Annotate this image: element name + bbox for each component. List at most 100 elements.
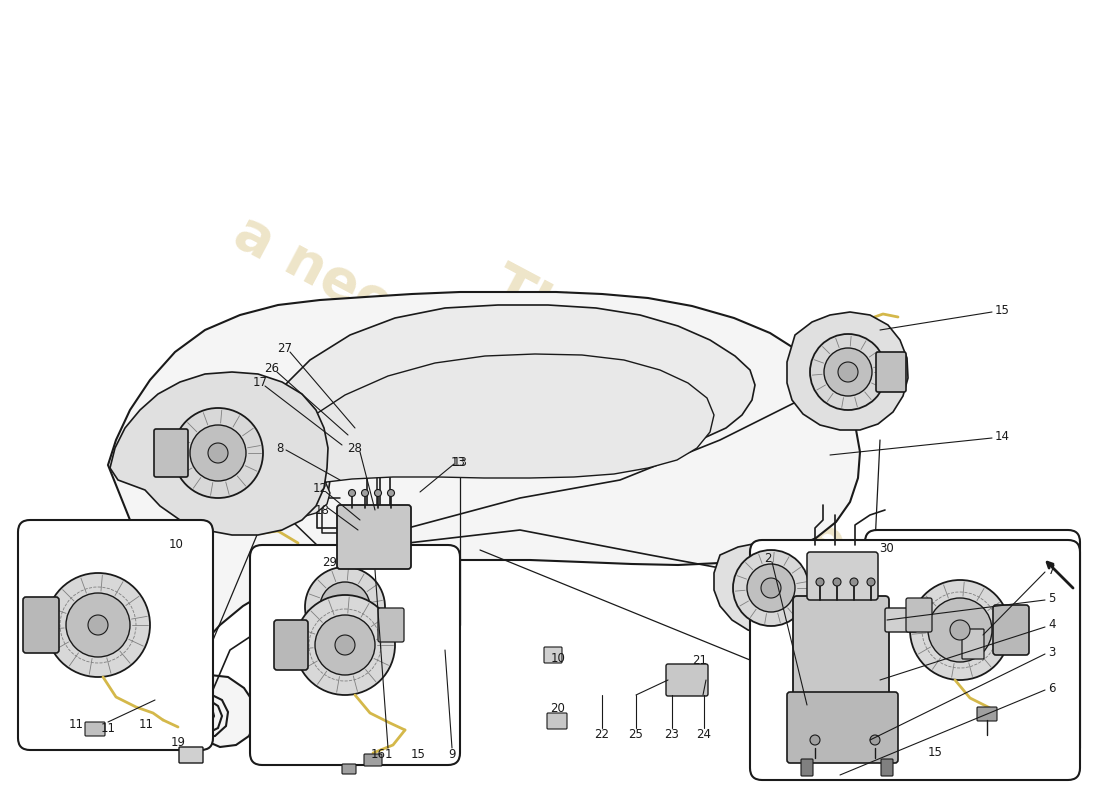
Text: 2: 2 (764, 551, 772, 565)
Circle shape (190, 425, 246, 481)
Circle shape (208, 443, 228, 463)
Circle shape (336, 635, 355, 655)
Text: 16: 16 (371, 749, 385, 762)
Text: 26: 26 (264, 362, 279, 374)
Text: 23: 23 (664, 727, 680, 741)
FancyBboxPatch shape (977, 707, 997, 721)
FancyBboxPatch shape (993, 605, 1028, 655)
Circle shape (305, 567, 385, 647)
Circle shape (295, 595, 395, 695)
Text: 20: 20 (551, 702, 565, 714)
Polygon shape (108, 292, 860, 747)
Text: 27: 27 (277, 342, 293, 354)
Text: 28: 28 (348, 442, 362, 454)
FancyBboxPatch shape (342, 764, 356, 774)
Circle shape (950, 620, 970, 640)
Text: 13: 13 (451, 455, 465, 469)
FancyBboxPatch shape (801, 759, 813, 776)
Circle shape (374, 490, 382, 497)
FancyBboxPatch shape (962, 629, 984, 659)
Circle shape (66, 593, 130, 657)
Text: 5: 5 (1048, 591, 1055, 605)
FancyBboxPatch shape (250, 545, 460, 765)
Circle shape (315, 615, 375, 675)
Circle shape (46, 573, 150, 677)
Text: 1: 1 (384, 747, 392, 761)
Circle shape (870, 735, 880, 745)
Circle shape (810, 334, 886, 410)
Circle shape (928, 598, 992, 662)
Circle shape (336, 597, 355, 617)
Text: 19: 19 (170, 735, 186, 749)
FancyBboxPatch shape (547, 713, 567, 729)
Circle shape (88, 615, 108, 635)
Text: 18: 18 (315, 503, 329, 517)
Text: 15: 15 (996, 303, 1010, 317)
Text: 3: 3 (1048, 646, 1055, 658)
Circle shape (173, 408, 263, 498)
FancyBboxPatch shape (544, 647, 562, 663)
Text: 4: 4 (1048, 618, 1056, 631)
FancyBboxPatch shape (179, 747, 204, 763)
Circle shape (320, 582, 370, 632)
Text: 15: 15 (410, 749, 426, 762)
FancyBboxPatch shape (881, 759, 893, 776)
Text: 22: 22 (594, 727, 609, 741)
Circle shape (824, 348, 872, 396)
Polygon shape (220, 305, 755, 527)
Text: 21: 21 (693, 654, 707, 666)
Text: 9: 9 (449, 747, 455, 761)
Circle shape (810, 735, 820, 745)
FancyBboxPatch shape (886, 608, 917, 632)
FancyBboxPatch shape (793, 596, 889, 699)
Text: 29: 29 (322, 557, 338, 570)
Circle shape (838, 362, 858, 382)
FancyBboxPatch shape (807, 552, 878, 600)
Polygon shape (786, 312, 908, 430)
FancyBboxPatch shape (378, 608, 404, 642)
Circle shape (816, 578, 824, 586)
Text: 24: 24 (696, 727, 712, 741)
FancyBboxPatch shape (666, 664, 708, 696)
Text: 17: 17 (253, 375, 267, 389)
Text: TUTTI
a need for parts since
2005: TUTTI a need for parts since 2005 (189, 139, 890, 641)
FancyBboxPatch shape (23, 597, 59, 653)
Circle shape (833, 578, 842, 586)
Circle shape (362, 490, 369, 497)
Text: 11: 11 (139, 718, 154, 731)
FancyBboxPatch shape (906, 598, 932, 632)
Text: 14: 14 (996, 430, 1010, 442)
Polygon shape (278, 354, 714, 517)
Circle shape (867, 578, 875, 586)
Text: 15: 15 (927, 746, 943, 758)
Text: 7: 7 (1048, 563, 1056, 577)
FancyBboxPatch shape (337, 505, 411, 569)
Polygon shape (714, 543, 830, 635)
FancyBboxPatch shape (865, 530, 1080, 760)
FancyBboxPatch shape (876, 352, 906, 392)
Text: 12: 12 (312, 482, 328, 494)
Circle shape (910, 580, 1010, 680)
Text: 30: 30 (880, 542, 894, 554)
FancyBboxPatch shape (750, 540, 1080, 780)
Text: 25: 25 (628, 727, 643, 741)
Text: 6: 6 (1048, 682, 1056, 694)
Text: 10: 10 (168, 538, 184, 551)
Text: 8: 8 (276, 442, 284, 454)
FancyBboxPatch shape (154, 429, 188, 477)
FancyBboxPatch shape (808, 556, 833, 595)
Circle shape (761, 578, 781, 598)
Circle shape (850, 578, 858, 586)
Text: 10: 10 (551, 651, 565, 665)
Text: 11: 11 (68, 718, 84, 731)
Text: 13: 13 (452, 455, 468, 469)
Polygon shape (285, 560, 406, 653)
Circle shape (349, 490, 355, 497)
Circle shape (387, 490, 395, 497)
Circle shape (733, 550, 808, 626)
FancyBboxPatch shape (274, 620, 308, 670)
FancyBboxPatch shape (18, 520, 213, 750)
Polygon shape (110, 372, 328, 535)
FancyBboxPatch shape (786, 692, 898, 763)
FancyBboxPatch shape (85, 722, 104, 736)
